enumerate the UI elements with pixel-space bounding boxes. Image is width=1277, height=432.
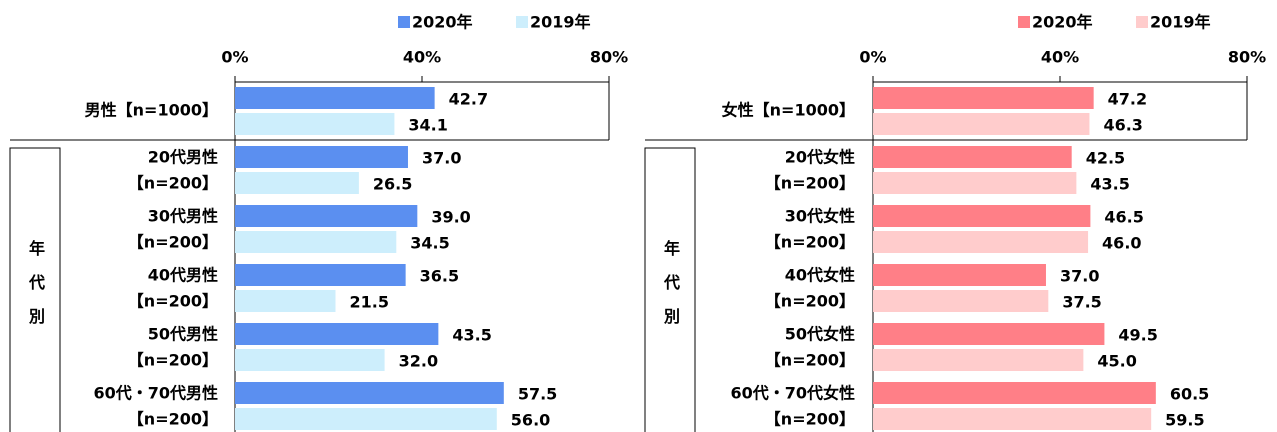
value-label: 56.0 — [511, 411, 550, 430]
category-label: 【n=200】 — [765, 351, 855, 370]
bar — [235, 113, 395, 135]
category-label: 【n=200】 — [128, 233, 218, 252]
category-label: 40代男性 — [148, 266, 218, 285]
value-label: 42.5 — [1086, 149, 1125, 168]
bar — [235, 87, 435, 109]
value-label: 37.5 — [1062, 293, 1101, 312]
value-label: 43.5 — [1090, 175, 1129, 194]
x-tick-label: 0% — [221, 48, 248, 67]
value-label: 47.2 — [1108, 90, 1147, 109]
bar — [235, 290, 336, 312]
bar — [873, 146, 1072, 168]
bar — [873, 349, 1084, 371]
category-label: 【n=200】 — [128, 351, 218, 370]
value-label: 49.5 — [1118, 326, 1157, 345]
bar — [873, 382, 1156, 404]
category-label: 40代女性 — [785, 266, 855, 285]
group-bracket — [9, 147, 61, 432]
bar — [873, 87, 1094, 109]
bar — [873, 231, 1089, 253]
bar — [873, 408, 1152, 430]
bar — [235, 146, 408, 168]
value-label: 37.0 — [422, 149, 461, 168]
category-label: 【n=200】 — [128, 174, 218, 193]
x-tick-label: 40% — [1041, 48, 1079, 67]
category-label: 20代女性 — [785, 148, 855, 167]
bar — [873, 205, 1091, 227]
category-label: 50代男性 — [148, 325, 218, 344]
bar — [235, 323, 439, 345]
category-label: 20代男性 — [148, 148, 218, 167]
legend-swatch — [398, 16, 410, 28]
value-label: 42.7 — [449, 90, 488, 109]
category-label: 【n=200】 — [765, 292, 855, 311]
x-tick-label: 80% — [590, 48, 628, 67]
category-label: 【n=200】 — [128, 410, 218, 429]
x-tick-label: 0% — [859, 48, 886, 67]
value-label: 59.5 — [1165, 411, 1204, 430]
bar — [235, 382, 504, 404]
value-label: 34.1 — [408, 116, 447, 135]
x-tick-label: 40% — [403, 48, 441, 67]
legend-swatch — [516, 16, 528, 28]
value-label: 46.0 — [1102, 234, 1141, 253]
bar — [873, 113, 1090, 135]
x-tick-label: 80% — [1228, 48, 1266, 67]
value-label: 21.5 — [350, 293, 389, 312]
category-label: 【n=200】 — [765, 174, 855, 193]
value-label: 34.5 — [410, 234, 449, 253]
bar — [235, 205, 418, 227]
bar — [873, 290, 1049, 312]
legend-swatch — [1136, 16, 1148, 28]
bar — [235, 349, 385, 371]
category-label: 【n=200】 — [765, 410, 855, 429]
category-label: 60代・70代男性 — [93, 384, 218, 403]
value-label: 36.5 — [420, 267, 459, 286]
legend-label: 2019年 — [530, 13, 591, 32]
value-label: 32.0 — [399, 352, 438, 371]
category-label: 女性【n=1000】 — [722, 101, 855, 120]
bar — [235, 172, 359, 194]
value-label: 39.0 — [431, 208, 470, 227]
legend-label: 2020年 — [412, 13, 473, 32]
group-bracket — [644, 147, 696, 432]
category-label: 60代・70代女性 — [730, 384, 855, 403]
legend-label: 2019年 — [1150, 13, 1211, 32]
bar — [235, 408, 497, 430]
category-label: 【n=200】 — [128, 292, 218, 311]
legend-swatch — [1018, 16, 1030, 28]
bar — [235, 264, 406, 286]
category-label: 【n=200】 — [765, 233, 855, 252]
legend-label: 2020年 — [1032, 13, 1093, 32]
category-label: 30代男性 — [148, 207, 218, 226]
category-label: 男性【n=1000】 — [85, 101, 218, 120]
value-label: 46.5 — [1104, 208, 1143, 227]
category-label: 30代女性 — [785, 207, 855, 226]
group-label: 年代別 — [26, 240, 45, 342]
bar — [235, 231, 397, 253]
value-label: 37.0 — [1060, 267, 1099, 286]
bar — [873, 172, 1077, 194]
category-label: 50代女性 — [785, 325, 855, 344]
value-label: 60.5 — [1170, 385, 1209, 404]
bar — [873, 264, 1046, 286]
value-label: 26.5 — [373, 175, 412, 194]
group-label: 年代別 — [661, 240, 680, 342]
value-label: 43.5 — [452, 326, 491, 345]
bar — [873, 323, 1105, 345]
value-label: 57.5 — [518, 385, 557, 404]
value-label: 45.0 — [1097, 352, 1136, 371]
value-label: 46.3 — [1103, 116, 1142, 135]
